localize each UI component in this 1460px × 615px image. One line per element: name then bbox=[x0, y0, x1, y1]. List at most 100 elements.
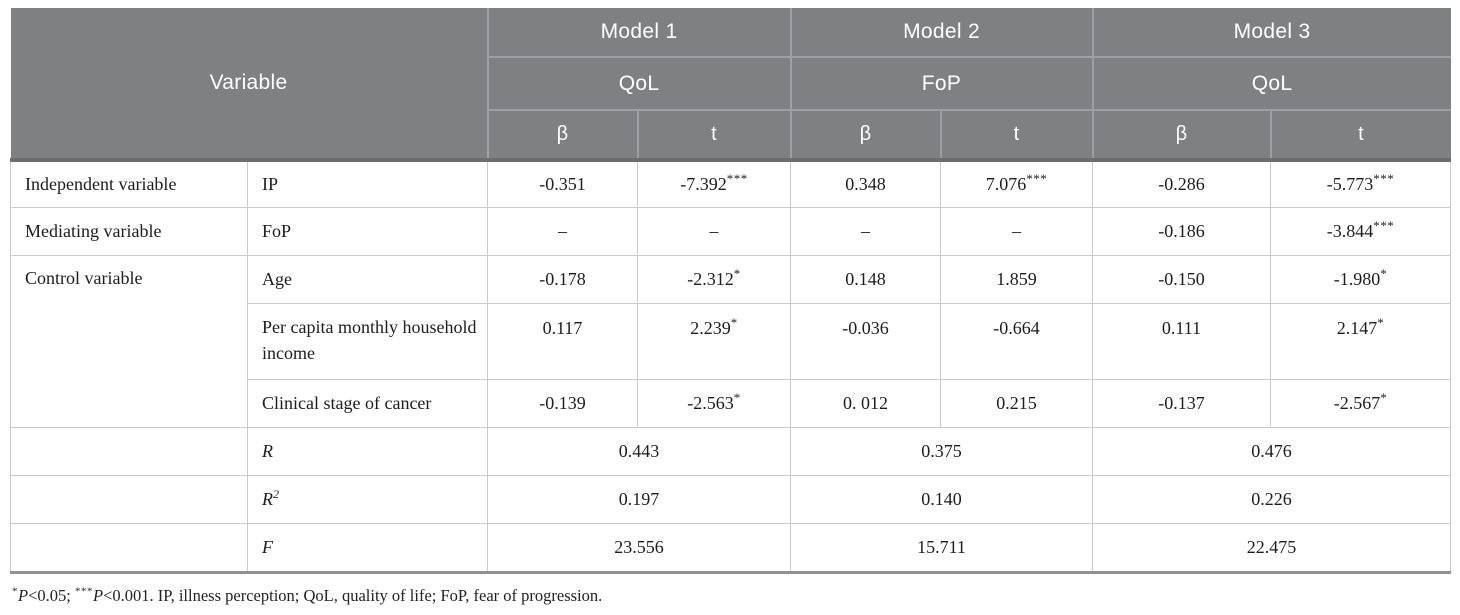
significance-stars: *** bbox=[74, 585, 93, 597]
value-cell: -0.664 bbox=[940, 302, 1094, 380]
value: 0.117 bbox=[542, 317, 583, 338]
significance-stars: *** bbox=[1373, 217, 1395, 233]
value: -0.351 bbox=[539, 173, 586, 194]
value: – bbox=[558, 220, 568, 241]
statistic-exponent: 2 bbox=[273, 486, 279, 501]
value-cell: 1.859 bbox=[940, 254, 1094, 304]
header-model-3: Model 3 bbox=[1091, 8, 1451, 58]
value: 1.859 bbox=[996, 268, 1037, 289]
value: -0.150 bbox=[1158, 268, 1205, 289]
value: -0.178 bbox=[539, 268, 586, 289]
significance-stars: * bbox=[12, 585, 18, 597]
value-cell: 0. 012 bbox=[790, 378, 942, 428]
regression-table: Variable Model 1 Model 2 Model 3 QoL FoP… bbox=[10, 8, 1452, 574]
value-cell: -7.392*** bbox=[637, 159, 792, 208]
value: -2.567 bbox=[1333, 392, 1381, 413]
header-beta-m2: β bbox=[789, 109, 942, 162]
p-symbol: P bbox=[18, 585, 29, 605]
header-outcome-model-3: QoL bbox=[1091, 56, 1451, 111]
header-variable: Variable bbox=[10, 8, 489, 162]
summary-value-cell: 0.226 bbox=[1092, 474, 1452, 524]
value: 0.111 bbox=[1161, 317, 1202, 338]
summary-value-cell: 23.556 bbox=[487, 522, 792, 574]
value: – bbox=[709, 220, 719, 241]
value: -5.773 bbox=[1326, 173, 1374, 194]
value-cell: -0.286 bbox=[1092, 159, 1272, 208]
value-cell: – bbox=[487, 206, 639, 256]
table-row-fop: Mediating variable FoP – – – – -0.186 -3… bbox=[10, 206, 1452, 256]
header-row-outcomes: QoL FoP QoL bbox=[11, 56, 1451, 111]
header-model-1: Model 1 bbox=[486, 8, 792, 58]
variable-cell: Age bbox=[246, 254, 489, 304]
summary-label-cell: R2 bbox=[246, 474, 489, 524]
header-model-2: Model 2 bbox=[789, 8, 1094, 58]
header-outcome-model-1: QoL bbox=[486, 56, 792, 111]
value-cell: -2.563* bbox=[637, 378, 792, 428]
value-cell: -5.773*** bbox=[1270, 159, 1452, 208]
value: 7.076 bbox=[985, 173, 1027, 194]
value: -0.186 bbox=[1158, 220, 1205, 241]
significance-stars: * bbox=[1380, 389, 1388, 405]
category-cell: Independent variable bbox=[10, 159, 248, 208]
significance-stars: * bbox=[733, 265, 741, 281]
value-cell: -0.139 bbox=[487, 378, 639, 428]
value: 0. 012 bbox=[843, 392, 889, 413]
summary-row-f: F 23.556 15.711 22.475 bbox=[10, 522, 1452, 574]
table-row-ip: Independent variable IP -0.351 -7.392***… bbox=[10, 159, 1452, 208]
value: -0.036 bbox=[842, 317, 889, 338]
table-row-clinical-stage: Clinical stage of cancer -0.139 -2.563* … bbox=[11, 378, 1452, 428]
significance-stars: * bbox=[730, 314, 738, 330]
summary-value-cell: 0.375 bbox=[790, 426, 1094, 476]
table-row-age: Control variable Age -0.178 -2.312* 0.14… bbox=[10, 254, 1452, 428]
summary-value-cell: 22.475 bbox=[1092, 522, 1452, 574]
significance-stars: *** bbox=[726, 170, 748, 186]
summary-row-r2: R2 0.197 0.140 0.226 bbox=[10, 474, 1452, 524]
value-cell: – bbox=[637, 206, 792, 256]
value-cell: 0.111 bbox=[1092, 302, 1272, 380]
value: -2.563 bbox=[687, 392, 734, 413]
statistic-label: R bbox=[262, 440, 273, 461]
summary-value-cell: 0.140 bbox=[790, 474, 1094, 524]
category-cell: Mediating variable bbox=[10, 206, 248, 256]
value: -1.980 bbox=[1333, 268, 1381, 289]
summary-value-cell: 15.711 bbox=[790, 522, 1094, 574]
variable-cell: IP bbox=[246, 159, 489, 208]
table-row-income: Per capita monthly household income 0.11… bbox=[11, 302, 1452, 380]
value-cell: -0.137 bbox=[1092, 378, 1272, 428]
value: 0.215 bbox=[996, 392, 1037, 413]
value-cell: -1.980* bbox=[1270, 254, 1452, 304]
header-beta-m3: β bbox=[1091, 109, 1272, 162]
value: -0.664 bbox=[993, 317, 1040, 338]
value: -2.312 bbox=[687, 268, 734, 289]
variable-cell: Per capita monthly household income bbox=[246, 302, 489, 380]
significance-stars: *** bbox=[1026, 170, 1048, 186]
variable-cell: FoP bbox=[246, 206, 489, 256]
summary-value-cell: 0.443 bbox=[487, 426, 792, 476]
value-cell: 0.348 bbox=[790, 159, 942, 208]
value: -0.137 bbox=[1158, 392, 1205, 413]
statistic-label: R bbox=[262, 488, 273, 509]
footnote-text: <0.05; bbox=[28, 585, 75, 605]
summary-row-r: R 0.443 0.375 0.476 bbox=[10, 426, 1452, 476]
significance-stars: *** bbox=[1373, 170, 1395, 186]
header-beta-m1: β bbox=[486, 109, 639, 162]
value-cell: 0.148 bbox=[790, 254, 942, 304]
value-cell: 0.215 bbox=[940, 378, 1094, 428]
value: 2.147 bbox=[1336, 317, 1378, 338]
p-symbol: P bbox=[92, 585, 104, 605]
value-cell: -2.567* bbox=[1270, 378, 1452, 428]
value-cell: -3.844*** bbox=[1270, 206, 1452, 256]
value-cell: 2.239* bbox=[637, 302, 792, 380]
table-footnote: *P<0.05; ***P<0.001. IP, illness percept… bbox=[12, 586, 1460, 606]
significance-stars: * bbox=[1377, 314, 1385, 330]
value: 0.148 bbox=[845, 268, 886, 289]
table-body: Independent variable IP -0.351 -7.392***… bbox=[10, 159, 1452, 574]
value-cell: – bbox=[940, 206, 1094, 256]
header-t-m1: t bbox=[636, 109, 792, 162]
significance-stars: * bbox=[733, 389, 741, 405]
value-cell: 2.147* bbox=[1270, 302, 1452, 380]
value: -3.844 bbox=[1326, 220, 1374, 241]
header-outcome-model-2: FoP bbox=[789, 56, 1094, 111]
significance-stars: * bbox=[1380, 265, 1388, 281]
header-row-models: Variable Model 1 Model 2 Model 3 bbox=[10, 8, 1451, 162]
